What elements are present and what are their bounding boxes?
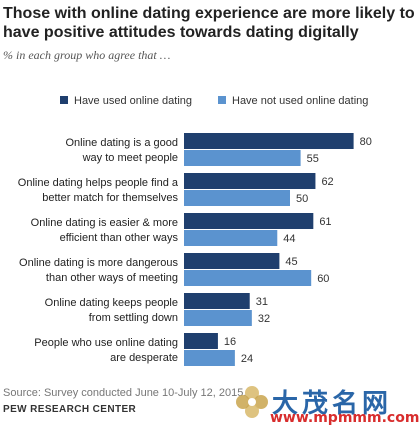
data-label: 80 — [360, 136, 372, 148]
organization-name: PEW RESEARCH CENTER — [3, 404, 137, 415]
category-label: efficient than other ways — [60, 232, 179, 244]
bar — [184, 293, 250, 309]
category-label: are desperate — [110, 352, 178, 364]
data-label: 31 — [256, 296, 268, 308]
data-label: 60 — [317, 273, 329, 285]
legend-label: Have used online dating — [74, 95, 192, 107]
category-label: Online dating is easier & more — [31, 217, 178, 229]
data-label: 32 — [258, 313, 270, 325]
watermark-text: 大茂名网 — [272, 389, 393, 419]
category-label: from settling down — [89, 312, 178, 324]
category-label: Online dating helps people find a — [18, 177, 179, 189]
bar — [184, 253, 280, 269]
legend-swatch — [218, 96, 226, 104]
bar — [184, 190, 290, 206]
bars: Online dating is a good way to meet peopl… — [18, 133, 372, 366]
category-label: way to meet people — [82, 152, 178, 164]
bar — [184, 230, 278, 246]
bar — [184, 350, 235, 366]
source-note: Source: Survey conducted June 10-July 12… — [3, 387, 247, 399]
legend-label: Have not used online dating — [232, 95, 368, 107]
data-label: 55 — [307, 153, 319, 165]
category-label: People who use online dating — [34, 337, 178, 349]
data-label: 61 — [319, 216, 331, 228]
bar — [184, 310, 252, 326]
data-label: 50 — [296, 193, 308, 205]
category-label: Online dating keeps people — [45, 297, 178, 309]
category-label: Online dating is more dangerous — [19, 257, 178, 269]
chart-subtitle: % in each group who agree that … — [3, 48, 171, 62]
category-label: better match for themselves — [42, 192, 178, 204]
data-label: 16 — [224, 336, 236, 348]
category-label: Online dating is a good — [65, 137, 178, 149]
watermark-url: www.mpmmm.com — [270, 410, 420, 426]
chart-title: Those with online dating experience are … — [3, 5, 415, 41]
bar — [184, 213, 314, 229]
bar — [184, 150, 301, 166]
watermark-logo-icon — [236, 386, 268, 418]
data-label: 62 — [321, 176, 333, 188]
data-label: 45 — [285, 256, 297, 268]
legend: Have used online dating Have not used onl… — [60, 95, 368, 107]
bar — [184, 173, 316, 189]
bar — [184, 133, 354, 149]
bar — [184, 333, 218, 349]
bar — [184, 270, 312, 286]
data-label: 24 — [241, 353, 253, 365]
data-label: 44 — [283, 233, 295, 245]
category-label: than other ways of meeting — [46, 272, 178, 284]
legend-swatch — [60, 96, 68, 104]
